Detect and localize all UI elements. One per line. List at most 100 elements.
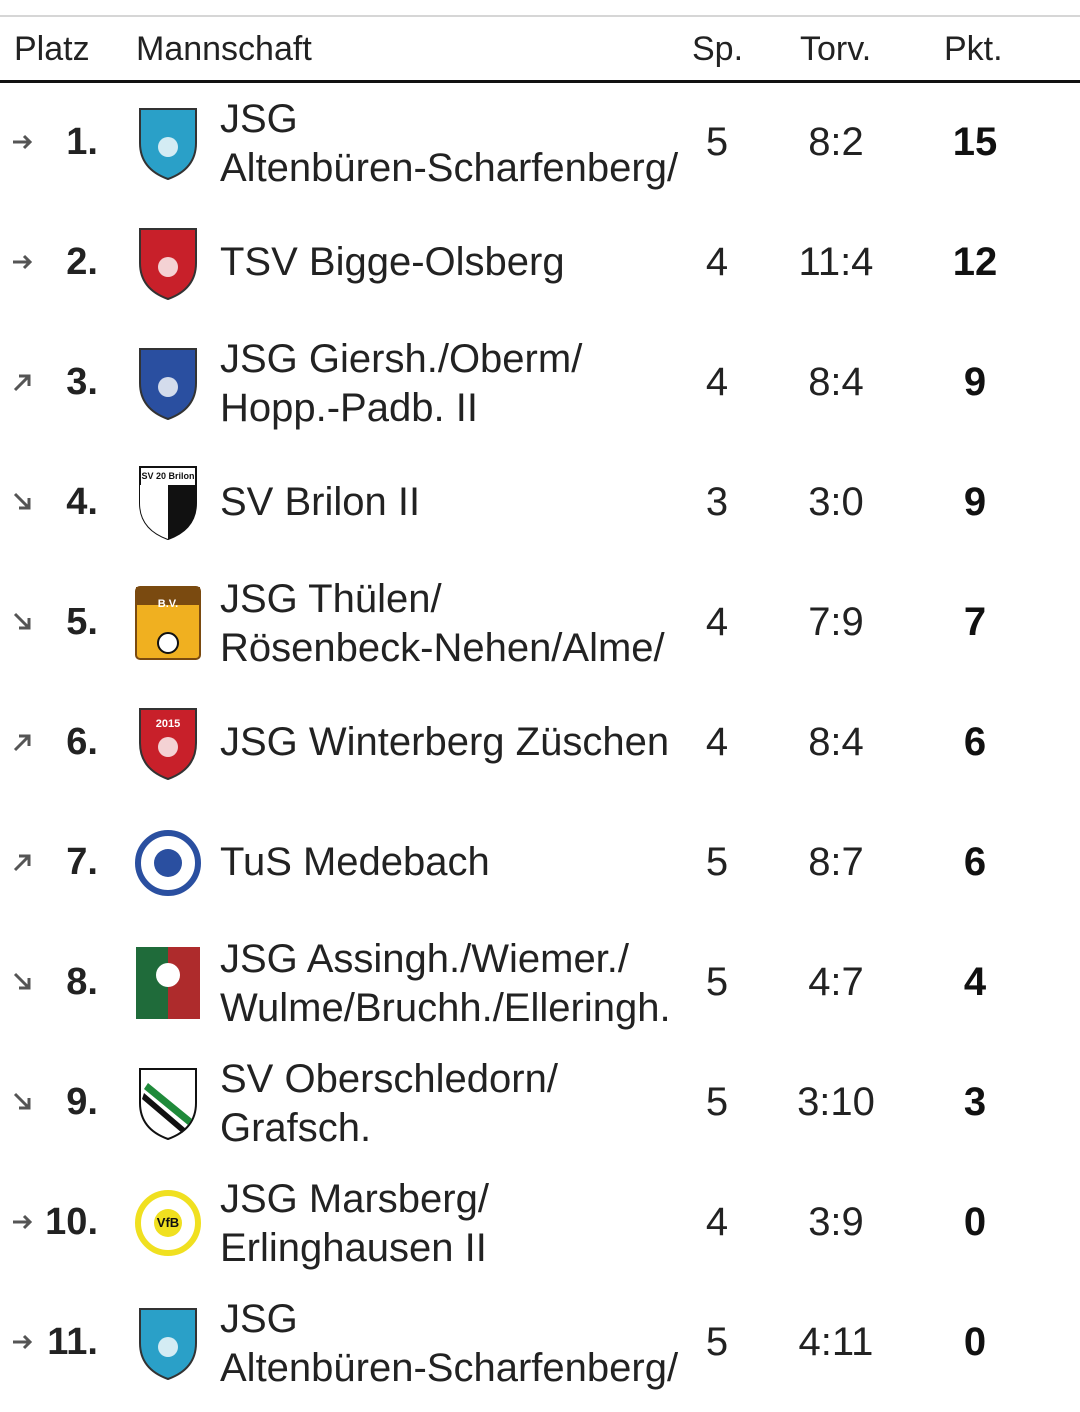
team-name-line1: JSG: [220, 97, 298, 141]
team-name[interactable]: JSG Thülen/Rösenbeck-Nehen/Alme/: [220, 575, 710, 673]
table-row[interactable]: 10. VfB JSG Marsberg/Erlinghausen II 4 3:9 0: [0, 1163, 1080, 1283]
svg-text:VfB: VfB: [157, 1215, 179, 1230]
tsv-bigge-crest-icon: [134, 223, 202, 303]
team-name-line1: SV Brilon II: [220, 480, 421, 524]
goal-ratio: 8:2: [808, 120, 864, 164]
header-punkte: Pkt.: [944, 30, 1003, 68]
team-name-line2: Rösenbeck-Nehen/Alme/: [220, 626, 665, 670]
vfb-marsberg-crest-icon: VfB: [134, 1183, 202, 1263]
rank: 11.: [47, 1321, 98, 1363]
team-name-line1: TSV Bigge-Olsberg: [220, 240, 565, 284]
header-torverhaeltnis: Torv.: [800, 30, 872, 68]
goal-ratio: 11:4: [798, 240, 874, 284]
games-played: 5: [705, 120, 729, 164]
altenbueren-crest-icon: [134, 1303, 202, 1383]
table-row[interactable]: 1. JSG Altenbüren-Scharfenberg/5 8:2 15: [0, 83, 1080, 203]
team-name-line2: Hopp.-Padb. II: [220, 386, 478, 430]
table-row[interactable]: 4. SV 20 Brilon SV Brilon II 3 3:0 9: [0, 443, 1080, 563]
team-name-line2: Erlinghausen II: [220, 1226, 487, 1270]
points: 9: [963, 480, 987, 524]
header-platz: Platz: [14, 30, 90, 68]
bv-alme-crest-icon: B.V.: [134, 583, 202, 663]
table-row[interactable]: 9. SV Oberschledorn/Grafsch. 5 3:10 3: [0, 1043, 1080, 1163]
goal-ratio: 3:10: [797, 1080, 875, 1124]
goal-ratio: 7:9: [808, 600, 864, 644]
rank: 3.: [66, 361, 98, 403]
games-played: 4: [705, 360, 729, 404]
sv-oberschledorn-crest-icon: [134, 1063, 202, 1143]
rank: 5.: [66, 601, 98, 643]
team-name-line1: JSG Marsberg/: [220, 1177, 489, 1221]
rank: 9.: [66, 1081, 98, 1123]
svg-text:SV 20 Brilon: SV 20 Brilon: [141, 471, 194, 481]
team-name[interactable]: JSG Altenbüren-Scharfenberg/: [220, 95, 710, 193]
svg-text:B.V.: B.V.: [158, 598, 178, 610]
trend-down-icon: [10, 1089, 36, 1115]
team-name[interactable]: JSG Altenbüren-Scharfenberg/: [220, 1295, 710, 1393]
rank: 2.: [66, 241, 98, 283]
games-played: 5: [705, 840, 729, 884]
team-name-line1: JSG Giersh./Oberm/: [220, 337, 583, 381]
team-name[interactable]: TSV Bigge-Olsberg: [220, 238, 710, 287]
jsg-winterberg-crest-icon: 2015: [134, 703, 202, 783]
table-row[interactable]: 6. 2015 JSG Winterberg Züschen 4 8:4 6: [0, 683, 1080, 803]
points: 15: [952, 120, 998, 164]
header-spiele: Sp.: [692, 30, 744, 68]
goal-ratio: 3:0: [808, 480, 864, 524]
table-row[interactable]: 3. JSG Giersh./Oberm/Hopp.-Padb. II 4 8:4 9: [0, 323, 1080, 443]
table-row[interactable]: 5. B.V. JSG Thülen/Rösenbeck-Nehen/Alme/4 7…: [0, 563, 1080, 683]
table-row[interactable]: 8. JSG Assingh./Wiemer./ Wulme/Bruchh./Ell…: [0, 923, 1080, 1043]
altenbueren-crest-icon: [134, 103, 202, 183]
team-name-line1: SV Oberschledorn/: [220, 1057, 558, 1101]
goal-ratio: 4:11: [798, 1320, 874, 1364]
games-played: 5: [705, 960, 729, 1004]
rank: 7.: [66, 841, 98, 883]
games-played: 3: [705, 480, 729, 524]
team-name-line1: JSG: [220, 1297, 298, 1341]
table-row[interactable]: 2. TSV Bigge-Olsberg 4 11:4 12: [0, 203, 1080, 323]
table-row[interactable]: 7. TuS Medebach 5 8:7 6: [0, 803, 1080, 923]
trend-right-icon: [10, 1329, 36, 1355]
svg-text:2015: 2015: [156, 718, 180, 730]
trend-up-icon: [10, 369, 36, 395]
team-name[interactable]: JSG Winterberg Züschen: [220, 718, 710, 767]
team-name[interactable]: JSG Marsberg/Erlinghausen II: [220, 1175, 710, 1273]
header-mannschaft: Mannschaft: [136, 30, 312, 68]
fc-assinghausen-crest-icon: [134, 943, 202, 1023]
points: 6: [963, 840, 987, 884]
games-played: 4: [705, 600, 729, 644]
team-name-line1: TuS Medebach: [220, 840, 490, 884]
points: 0: [963, 1320, 987, 1364]
team-name[interactable]: SV Oberschledorn/Grafsch.: [220, 1055, 710, 1153]
goal-ratio: 8:4: [808, 360, 864, 404]
top-divider: [0, 15, 1080, 17]
sv-brilon-crest-icon: SV 20 Brilon: [134, 463, 202, 543]
points: 7: [963, 600, 987, 644]
team-name[interactable]: JSG Giersh./Oberm/Hopp.-Padb. II: [220, 335, 710, 433]
team-name[interactable]: TuS Medebach: [220, 838, 710, 887]
team-name-line2: Wulme/Bruchh./Elleringh.: [220, 986, 671, 1030]
points: 9: [963, 360, 987, 404]
trend-right-icon: [10, 249, 36, 275]
goal-ratio: 3:9: [808, 1200, 864, 1244]
games-played: 5: [705, 1080, 729, 1124]
table-row[interactable]: 11. JSG Altenbüren-Scharfenberg/5 4:11 0: [0, 1283, 1080, 1403]
team-name-line2: Altenbüren-Scharfenberg/: [220, 1346, 679, 1390]
team-name-line2: Grafsch.: [220, 1106, 372, 1150]
team-name-line1: JSG Thülen/: [220, 577, 442, 621]
trend-down-icon: [10, 609, 36, 635]
team-name-line1: JSG Winterberg Züschen: [220, 720, 670, 764]
goal-ratio: 8:4: [808, 720, 864, 764]
team-name[interactable]: SV Brilon II: [220, 478, 710, 527]
goal-ratio: 8:7: [808, 840, 864, 884]
points: 6: [963, 720, 987, 764]
rank: 8.: [66, 961, 98, 1003]
tus-medebach-crest-icon: [134, 823, 202, 903]
games-played: 4: [705, 720, 729, 764]
team-name[interactable]: JSG Assingh./Wiemer./ Wulme/Bruchh./Eller…: [220, 935, 710, 1033]
rank: 1.: [66, 121, 98, 163]
vfl-diershagen-crest-icon: [134, 343, 202, 423]
points: 3: [963, 1080, 987, 1124]
points: 0: [963, 1200, 987, 1244]
points: 12: [952, 240, 998, 284]
